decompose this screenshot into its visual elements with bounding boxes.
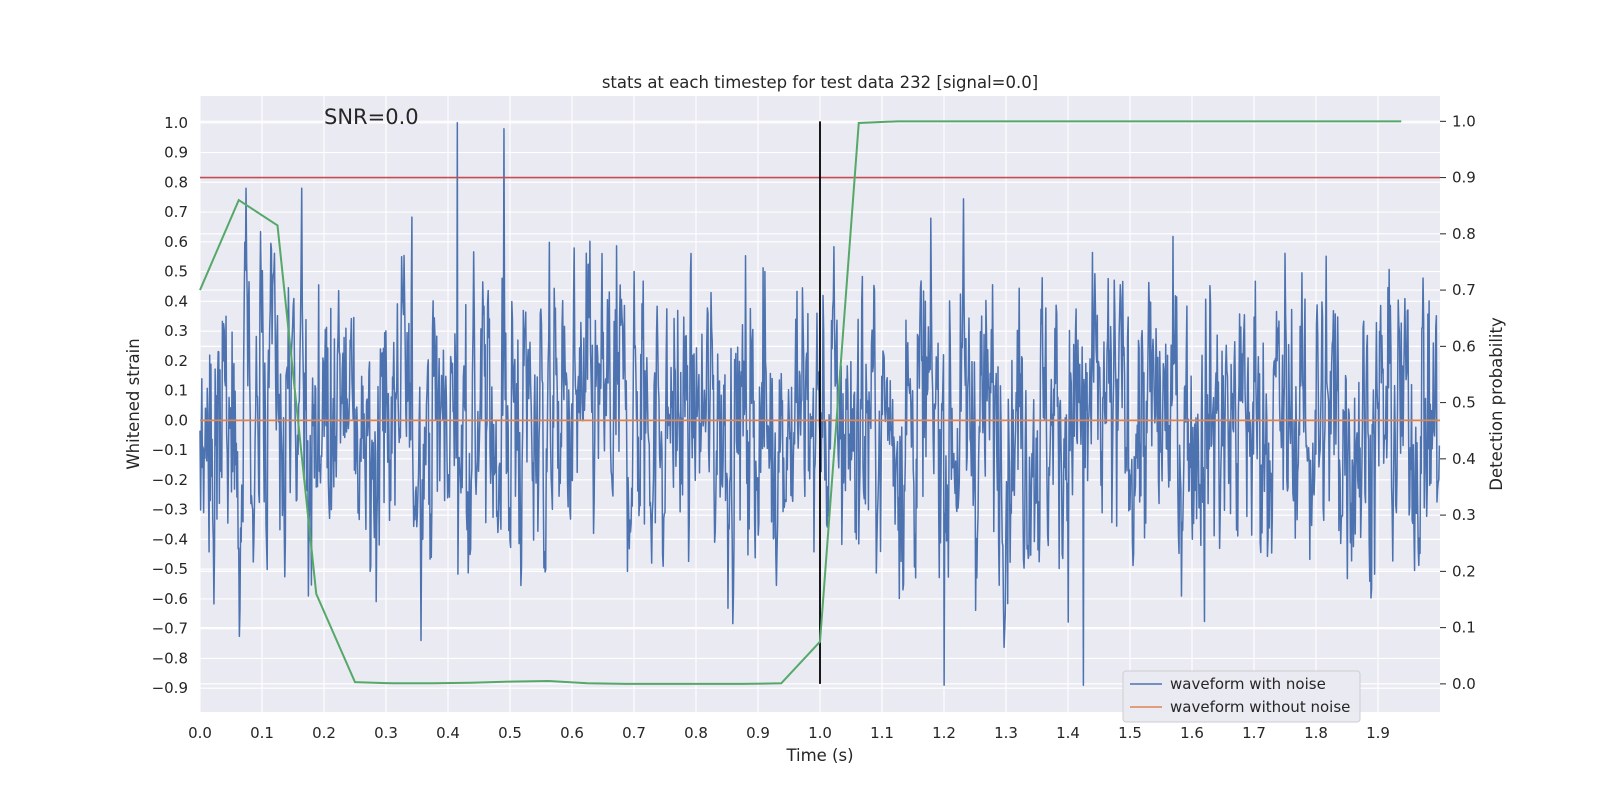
x-tick-label: 1.1 <box>870 724 894 742</box>
y-right-tick-label: 1.0 <box>1452 112 1476 130</box>
y-tick-label: −0.5 <box>152 560 188 578</box>
y-right-tick-label: 0.6 <box>1452 337 1476 355</box>
x-tick-label: 0.0 <box>188 724 212 742</box>
y-tick-label: 0.7 <box>164 203 188 221</box>
y-axis-label-right: Detection probability <box>1487 317 1506 491</box>
y-right-tick-label: 0.4 <box>1452 450 1476 468</box>
y-right-tick-label: 0.8 <box>1452 225 1476 243</box>
y-tick-label: −0.4 <box>152 530 188 548</box>
y-tick-label: 0.3 <box>164 322 188 340</box>
x-ticks: 0.0 0.1 0.2 0.3 0.4 0.5 0.6 0.7 0.8 0.9 1.0 1.1 1.2 1… <box>188 724 1390 742</box>
y-right-tick-label: 0.5 <box>1452 394 1476 412</box>
x-tick-label: 1.3 <box>994 724 1018 742</box>
y-right-tick-label: 0.0 <box>1452 675 1476 693</box>
x-tick-label: 0.5 <box>498 724 522 742</box>
overlays <box>199 120 1440 685</box>
x-tick-label: 0.2 <box>312 724 336 742</box>
y-tick-label: −0.9 <box>152 679 188 697</box>
x-tick-label: 1.7 <box>1242 724 1266 742</box>
y-tick-label: −0.6 <box>152 590 188 608</box>
y-right-tick-label: 0.9 <box>1452 169 1476 187</box>
y-right-tick-label: 0.1 <box>1452 619 1476 637</box>
y-tick-label: 0.4 <box>164 292 188 310</box>
y-tick-label: −0.3 <box>152 501 188 519</box>
x-tick-label: 0.8 <box>684 724 708 742</box>
y-tick-label: −0.1 <box>152 441 188 459</box>
y-tick-label: 0.2 <box>164 352 188 370</box>
x-tick-label: 1.0 <box>808 724 832 742</box>
y-right-tick-label: 0.7 <box>1452 281 1476 299</box>
x-tick-label: 1.9 <box>1366 724 1390 742</box>
legend-box <box>1122 670 1361 723</box>
y-tick-label: 0.8 <box>164 173 188 191</box>
chart-title: stats at each timestep for test data 232… <box>602 73 1038 92</box>
y-ticks-right: 1.0 0.9 0.8 0.7 0.6 0.5 0.4 0.3 0.2 0.1 0.0 <box>1440 112 1476 693</box>
x-tick-label: 1.2 <box>932 724 956 742</box>
y-tick-label: −0.8 <box>152 649 188 667</box>
x-tick-label: 1.6 <box>1180 724 1204 742</box>
y-axis-label: Whitened strain <box>124 338 143 469</box>
y-tick-label: 1.0 <box>164 114 188 132</box>
x-tick-label: 1.5 <box>1118 724 1142 742</box>
y-tick-label: −0.2 <box>152 471 188 489</box>
y-ticks: 1.0 0.9 0.8 0.7 0.6 0.5 0.4 0.3 0.2 0.1 0.0 −0.1 −0.… <box>152 114 188 697</box>
x-tick-label: 0.1 <box>250 724 274 742</box>
y-tick-label: −0.7 <box>152 620 188 638</box>
x-tick-label: 0.7 <box>622 724 646 742</box>
y-tick-label: 0.6 <box>164 233 188 251</box>
detection-probability-line <box>199 120 1402 685</box>
legend-label-clean: waveform without noise <box>1170 698 1350 716</box>
snr-annotation: SNR=0.0 <box>324 105 419 129</box>
y-right-tick-label: 0.2 <box>1452 562 1476 580</box>
y-right-tick-label: 0.3 <box>1452 506 1476 524</box>
x-tick-label: 1.4 <box>1056 724 1080 742</box>
y-tick-label: 0.9 <box>164 144 188 162</box>
x-tick-label: 0.4 <box>436 724 460 742</box>
x-tick-label: 1.8 <box>1304 724 1328 742</box>
x-tick-label: 0.3 <box>374 724 398 742</box>
legend: waveform with noise waveform without noi… <box>1122 670 1361 723</box>
x-tick-label: 0.9 <box>746 724 770 742</box>
y-tick-label: 0.5 <box>164 263 188 281</box>
x-tick-label: 0.6 <box>560 724 584 742</box>
x-axis-label: Time (s) <box>785 746 853 765</box>
legend-label-noise: waveform with noise <box>1170 675 1326 693</box>
y-tick-label: 0.1 <box>164 382 188 400</box>
y-tick-label: 0.0 <box>164 411 188 429</box>
